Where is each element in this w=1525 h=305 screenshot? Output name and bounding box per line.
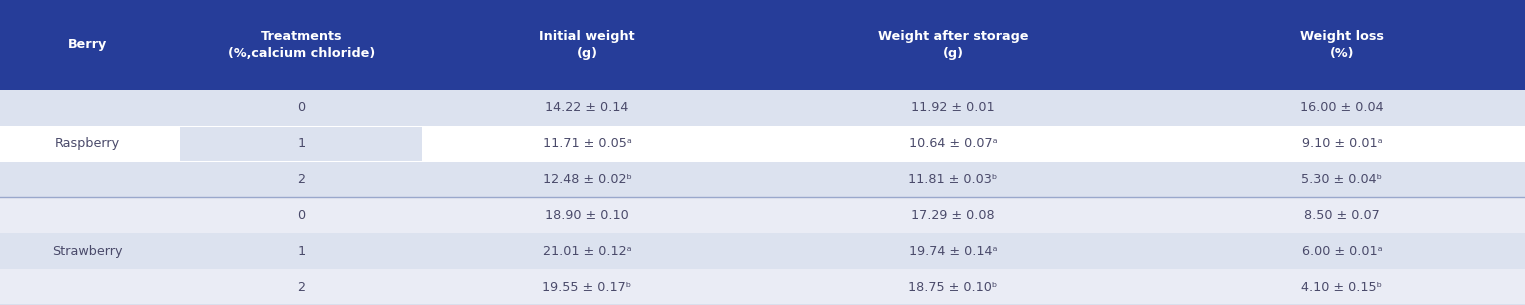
Text: Initial weight
(g): Initial weight (g) <box>540 30 634 60</box>
Text: 11.92 ± 0.01: 11.92 ± 0.01 <box>912 101 994 114</box>
Text: 0: 0 <box>297 101 305 114</box>
Text: 4.10 ± 0.15ᵇ: 4.10 ± 0.15ᵇ <box>1301 281 1383 294</box>
Bar <box>0 162 1525 198</box>
Text: 21.01 ± 0.12ᵃ: 21.01 ± 0.12ᵃ <box>543 245 631 258</box>
Text: 19.55 ± 0.17ᵇ: 19.55 ± 0.17ᵇ <box>543 281 631 294</box>
Text: 1: 1 <box>297 137 305 150</box>
Text: 5.30 ± 0.04ᵇ: 5.30 ± 0.04ᵇ <box>1301 173 1383 186</box>
Bar <box>0 269 1525 305</box>
Bar <box>0 126 1525 162</box>
Bar <box>0 233 1525 269</box>
Bar <box>180 127 422 161</box>
Text: Raspberry: Raspberry <box>55 137 120 150</box>
Text: 2: 2 <box>297 281 305 294</box>
Text: 18.90 ± 0.10: 18.90 ± 0.10 <box>546 209 628 222</box>
Bar <box>0 90 1525 126</box>
Text: 14.22 ± 0.14: 14.22 ± 0.14 <box>546 101 628 114</box>
Text: 10.64 ± 0.07ᵃ: 10.64 ± 0.07ᵃ <box>909 137 997 150</box>
Text: 18.75 ± 0.10ᵇ: 18.75 ± 0.10ᵇ <box>909 281 997 294</box>
Text: Treatments
(%,calcium chloride): Treatments (%,calcium chloride) <box>227 30 375 60</box>
Text: 2: 2 <box>297 173 305 186</box>
Bar <box>0 0 1525 90</box>
Text: 19.74 ± 0.14ᵃ: 19.74 ± 0.14ᵃ <box>909 245 997 258</box>
Text: Strawberry: Strawberry <box>52 245 124 258</box>
Text: Weight after storage
(g): Weight after storage (g) <box>878 30 1028 60</box>
Text: 17.29 ± 0.08: 17.29 ± 0.08 <box>912 209 994 222</box>
Bar <box>0 198 1525 233</box>
Text: 16.00 ± 0.04: 16.00 ± 0.04 <box>1301 101 1383 114</box>
Text: 8.50 ± 0.07: 8.50 ± 0.07 <box>1304 209 1380 222</box>
Text: 9.10 ± 0.01ᵃ: 9.10 ± 0.01ᵃ <box>1302 137 1382 150</box>
Text: Berry: Berry <box>69 38 107 52</box>
Text: 12.48 ± 0.02ᵇ: 12.48 ± 0.02ᵇ <box>543 173 631 186</box>
Text: 11.81 ± 0.03ᵇ: 11.81 ± 0.03ᵇ <box>909 173 997 186</box>
Text: 1: 1 <box>297 245 305 258</box>
Text: Weight loss
(%): Weight loss (%) <box>1299 30 1385 60</box>
Bar <box>180 234 422 268</box>
Text: 6.00 ± 0.01ᵃ: 6.00 ± 0.01ᵃ <box>1302 245 1382 258</box>
Text: 0: 0 <box>297 209 305 222</box>
Text: 11.71 ± 0.05ᵃ: 11.71 ± 0.05ᵃ <box>543 137 631 150</box>
